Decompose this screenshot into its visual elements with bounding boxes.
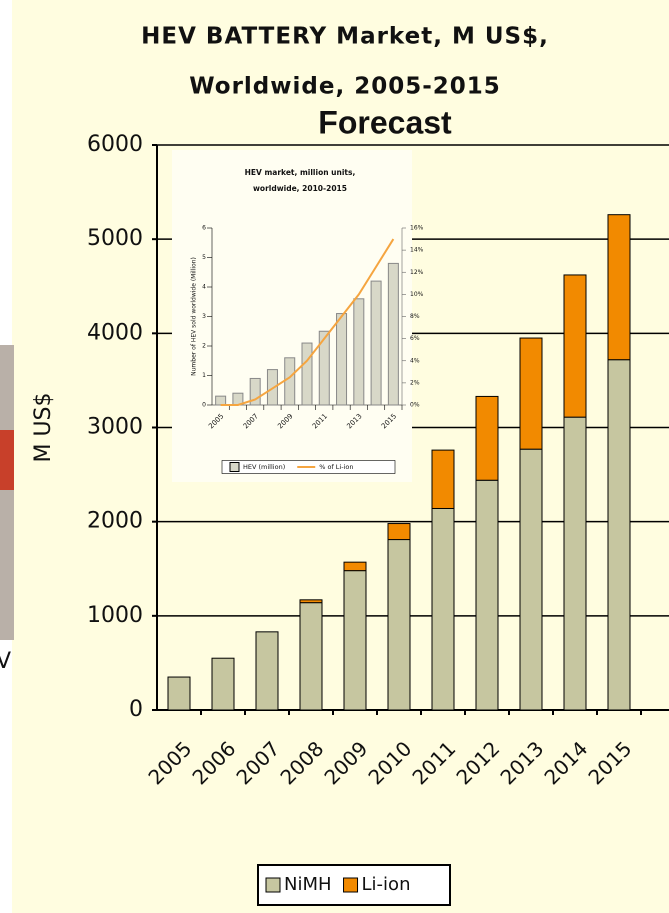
bar (387, 523, 411, 541)
y2-tick-label: 10% (410, 291, 424, 298)
bar (249, 377, 261, 406)
bar (607, 359, 631, 711)
bar (299, 602, 323, 711)
bar (167, 676, 191, 711)
y-tick-label: 1000 (87, 603, 143, 628)
y2-tick-label: 14% (410, 247, 424, 254)
bar (370, 280, 382, 406)
chart-title: Worldwide, 2005-2015 (189, 74, 501, 100)
legend-label: % of Li-ion (319, 463, 353, 471)
y2-tick-label: 6% (410, 335, 420, 342)
y-tick-label: 5 (202, 254, 206, 261)
y2-tick-label: 12% (410, 269, 424, 276)
y2-tick-label: 4% (410, 357, 420, 364)
y-tick-label: 4 (202, 284, 206, 291)
annotation: Forecast (318, 104, 452, 140)
line (220, 238, 395, 406)
y-tick-label: 0 (129, 697, 143, 722)
y-tick-label: 6000 (87, 132, 143, 157)
y-tick-label: 2000 (87, 509, 143, 534)
y-tick-label: 1 (202, 372, 206, 379)
legend-label: Li-ion (362, 874, 411, 895)
photo-fragment (0, 345, 14, 640)
bar (475, 479, 499, 711)
chart-title: HEV market, million units, (245, 168, 356, 177)
y-tick-label: 3000 (87, 415, 143, 440)
y2-tick-label: 16% (410, 225, 424, 232)
bar (211, 657, 235, 711)
y-tick-label: 6 (202, 225, 206, 232)
y-axis-title: M US$ (31, 392, 56, 462)
bar (387, 262, 399, 406)
y2-tick-label: 0% (410, 402, 420, 409)
legend: NiMH Li-ion (257, 864, 451, 906)
legend-swatch (265, 877, 281, 893)
bar (255, 631, 279, 711)
bar (301, 342, 313, 406)
bar (215, 395, 227, 406)
chart-title: HEV BATTERY Market, M US$, (141, 24, 549, 50)
bar (343, 570, 367, 711)
y-tick-label: 4000 (87, 320, 143, 345)
bar (563, 416, 587, 711)
bar (387, 539, 411, 711)
bar (431, 449, 455, 509)
chart-title: worldwide, 2010-2015 (253, 184, 347, 193)
bar (607, 214, 631, 361)
bar (318, 330, 330, 406)
bar (519, 337, 543, 450)
y-axis-title: Number of HEV sold worldwide (Million) (191, 257, 198, 376)
legend: HEV (million) % of Li-ion (221, 460, 396, 474)
bar (343, 561, 367, 572)
bar (519, 448, 543, 711)
y-tick-label: 3 (202, 313, 206, 320)
legend-swatch (343, 877, 359, 893)
y-tick-label: 0 (202, 402, 206, 409)
fragment-text: V (0, 649, 11, 674)
legend-label: NiMH (284, 874, 332, 895)
y-tick-label: 2 (202, 343, 206, 350)
y2-tick-label: 2% (410, 379, 420, 386)
y2-tick-label: 8% (410, 313, 420, 320)
bar (431, 507, 455, 711)
legend-label: HEV (million) (243, 463, 285, 471)
bar (353, 298, 365, 406)
bar (299, 599, 323, 604)
bar (563, 274, 587, 418)
bar (475, 395, 499, 481)
bar (336, 313, 348, 406)
bar (284, 357, 296, 406)
photo-fragment-red (0, 430, 14, 490)
y-tick-label: 5000 (87, 226, 143, 251)
legend-swatch (229, 462, 240, 472)
